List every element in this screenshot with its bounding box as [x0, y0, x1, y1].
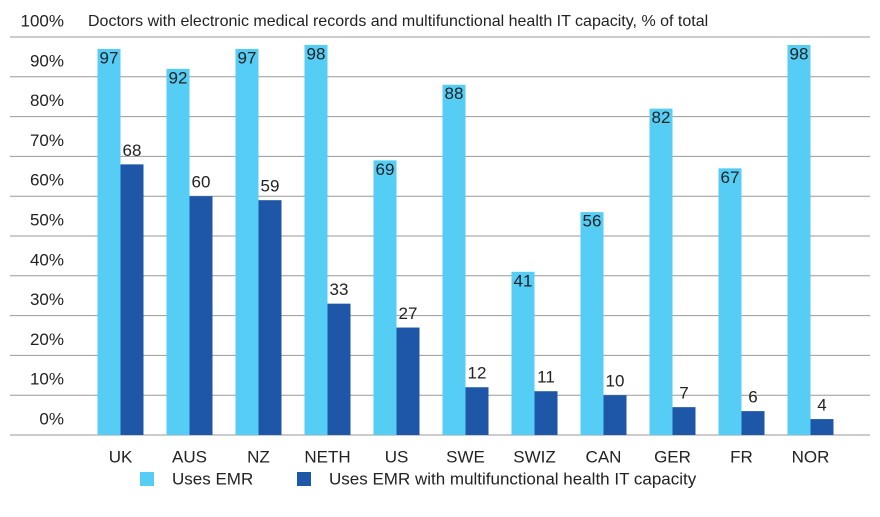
y-tick-label: 40%	[30, 250, 64, 269]
y-tick-label: 10%	[30, 370, 64, 389]
value-label: 69	[376, 160, 395, 179]
x-tick-label: GER	[654, 447, 691, 466]
x-tick-label: SWIZ	[513, 447, 556, 466]
y-tick-label: 90%	[30, 51, 64, 70]
bar	[373, 160, 397, 435]
value-label: 82	[652, 108, 671, 127]
y-tick-label: 80%	[30, 91, 64, 110]
x-tick-label: AUS	[172, 447, 207, 466]
bar	[235, 48, 259, 435]
value-label: 98	[790, 44, 809, 63]
bar	[304, 44, 328, 436]
x-tick-label: CAN	[586, 447, 622, 466]
value-label: 97	[100, 48, 119, 67]
legend-swatch	[297, 472, 311, 486]
y-tick-label: 20%	[30, 330, 64, 349]
bar	[258, 200, 282, 435]
x-tick-label: NOR	[792, 447, 830, 466]
x-tick-label: NETH	[304, 447, 350, 466]
value-label: 98	[307, 44, 326, 63]
x-tick-label: US	[385, 447, 409, 466]
value-label: 59	[261, 177, 280, 196]
bar	[603, 395, 627, 435]
legend-label: Uses EMR with multifunctional health IT …	[329, 469, 697, 488]
bar	[166, 68, 190, 435]
value-label: 11	[537, 368, 555, 387]
y-tick-label: 70%	[30, 131, 64, 150]
value-label: 6	[748, 388, 757, 407]
bar	[580, 212, 604, 435]
bar	[327, 303, 351, 435]
bar	[97, 48, 121, 435]
value-label: 97	[238, 48, 257, 67]
value-label: 41	[514, 271, 533, 290]
bar	[511, 271, 535, 435]
value-label: 60	[192, 173, 211, 192]
y-tick-label: 0%	[39, 409, 64, 428]
value-label: 68	[123, 141, 142, 160]
y-tick-label: 60%	[30, 171, 64, 190]
legend-label: Uses EMR	[172, 469, 253, 488]
x-tick-label: UK	[109, 447, 133, 466]
bar	[741, 411, 765, 435]
value-label: 56	[583, 212, 602, 231]
value-label: 27	[399, 304, 418, 323]
bar	[672, 407, 696, 435]
x-tick-label: SWE	[446, 447, 485, 466]
value-label: 7	[679, 384, 688, 403]
value-label: 33	[330, 280, 349, 299]
bar	[718, 168, 742, 435]
bar	[396, 327, 420, 435]
y-tick-label: 100%	[21, 11, 64, 30]
y-tick-label: 30%	[30, 290, 64, 309]
y-tick-label: 50%	[30, 210, 64, 229]
value-label: 12	[468, 364, 487, 383]
x-tick-label: NZ	[247, 447, 270, 466]
bar	[120, 164, 144, 436]
legend-swatch	[140, 472, 154, 486]
bar	[810, 419, 834, 435]
value-label: 10	[606, 372, 625, 391]
bar	[649, 108, 673, 435]
x-tick-label: FR	[730, 447, 753, 466]
value-label: 67	[721, 168, 740, 187]
bar	[442, 84, 466, 435]
value-label: 92	[169, 68, 188, 87]
value-label: 4	[817, 396, 826, 415]
bar	[189, 196, 213, 435]
bar	[787, 44, 811, 436]
chart-title: Doctors with electronic medical records …	[88, 13, 708, 30]
value-label: 88	[445, 84, 464, 103]
bar	[534, 391, 558, 435]
bar	[465, 387, 489, 435]
